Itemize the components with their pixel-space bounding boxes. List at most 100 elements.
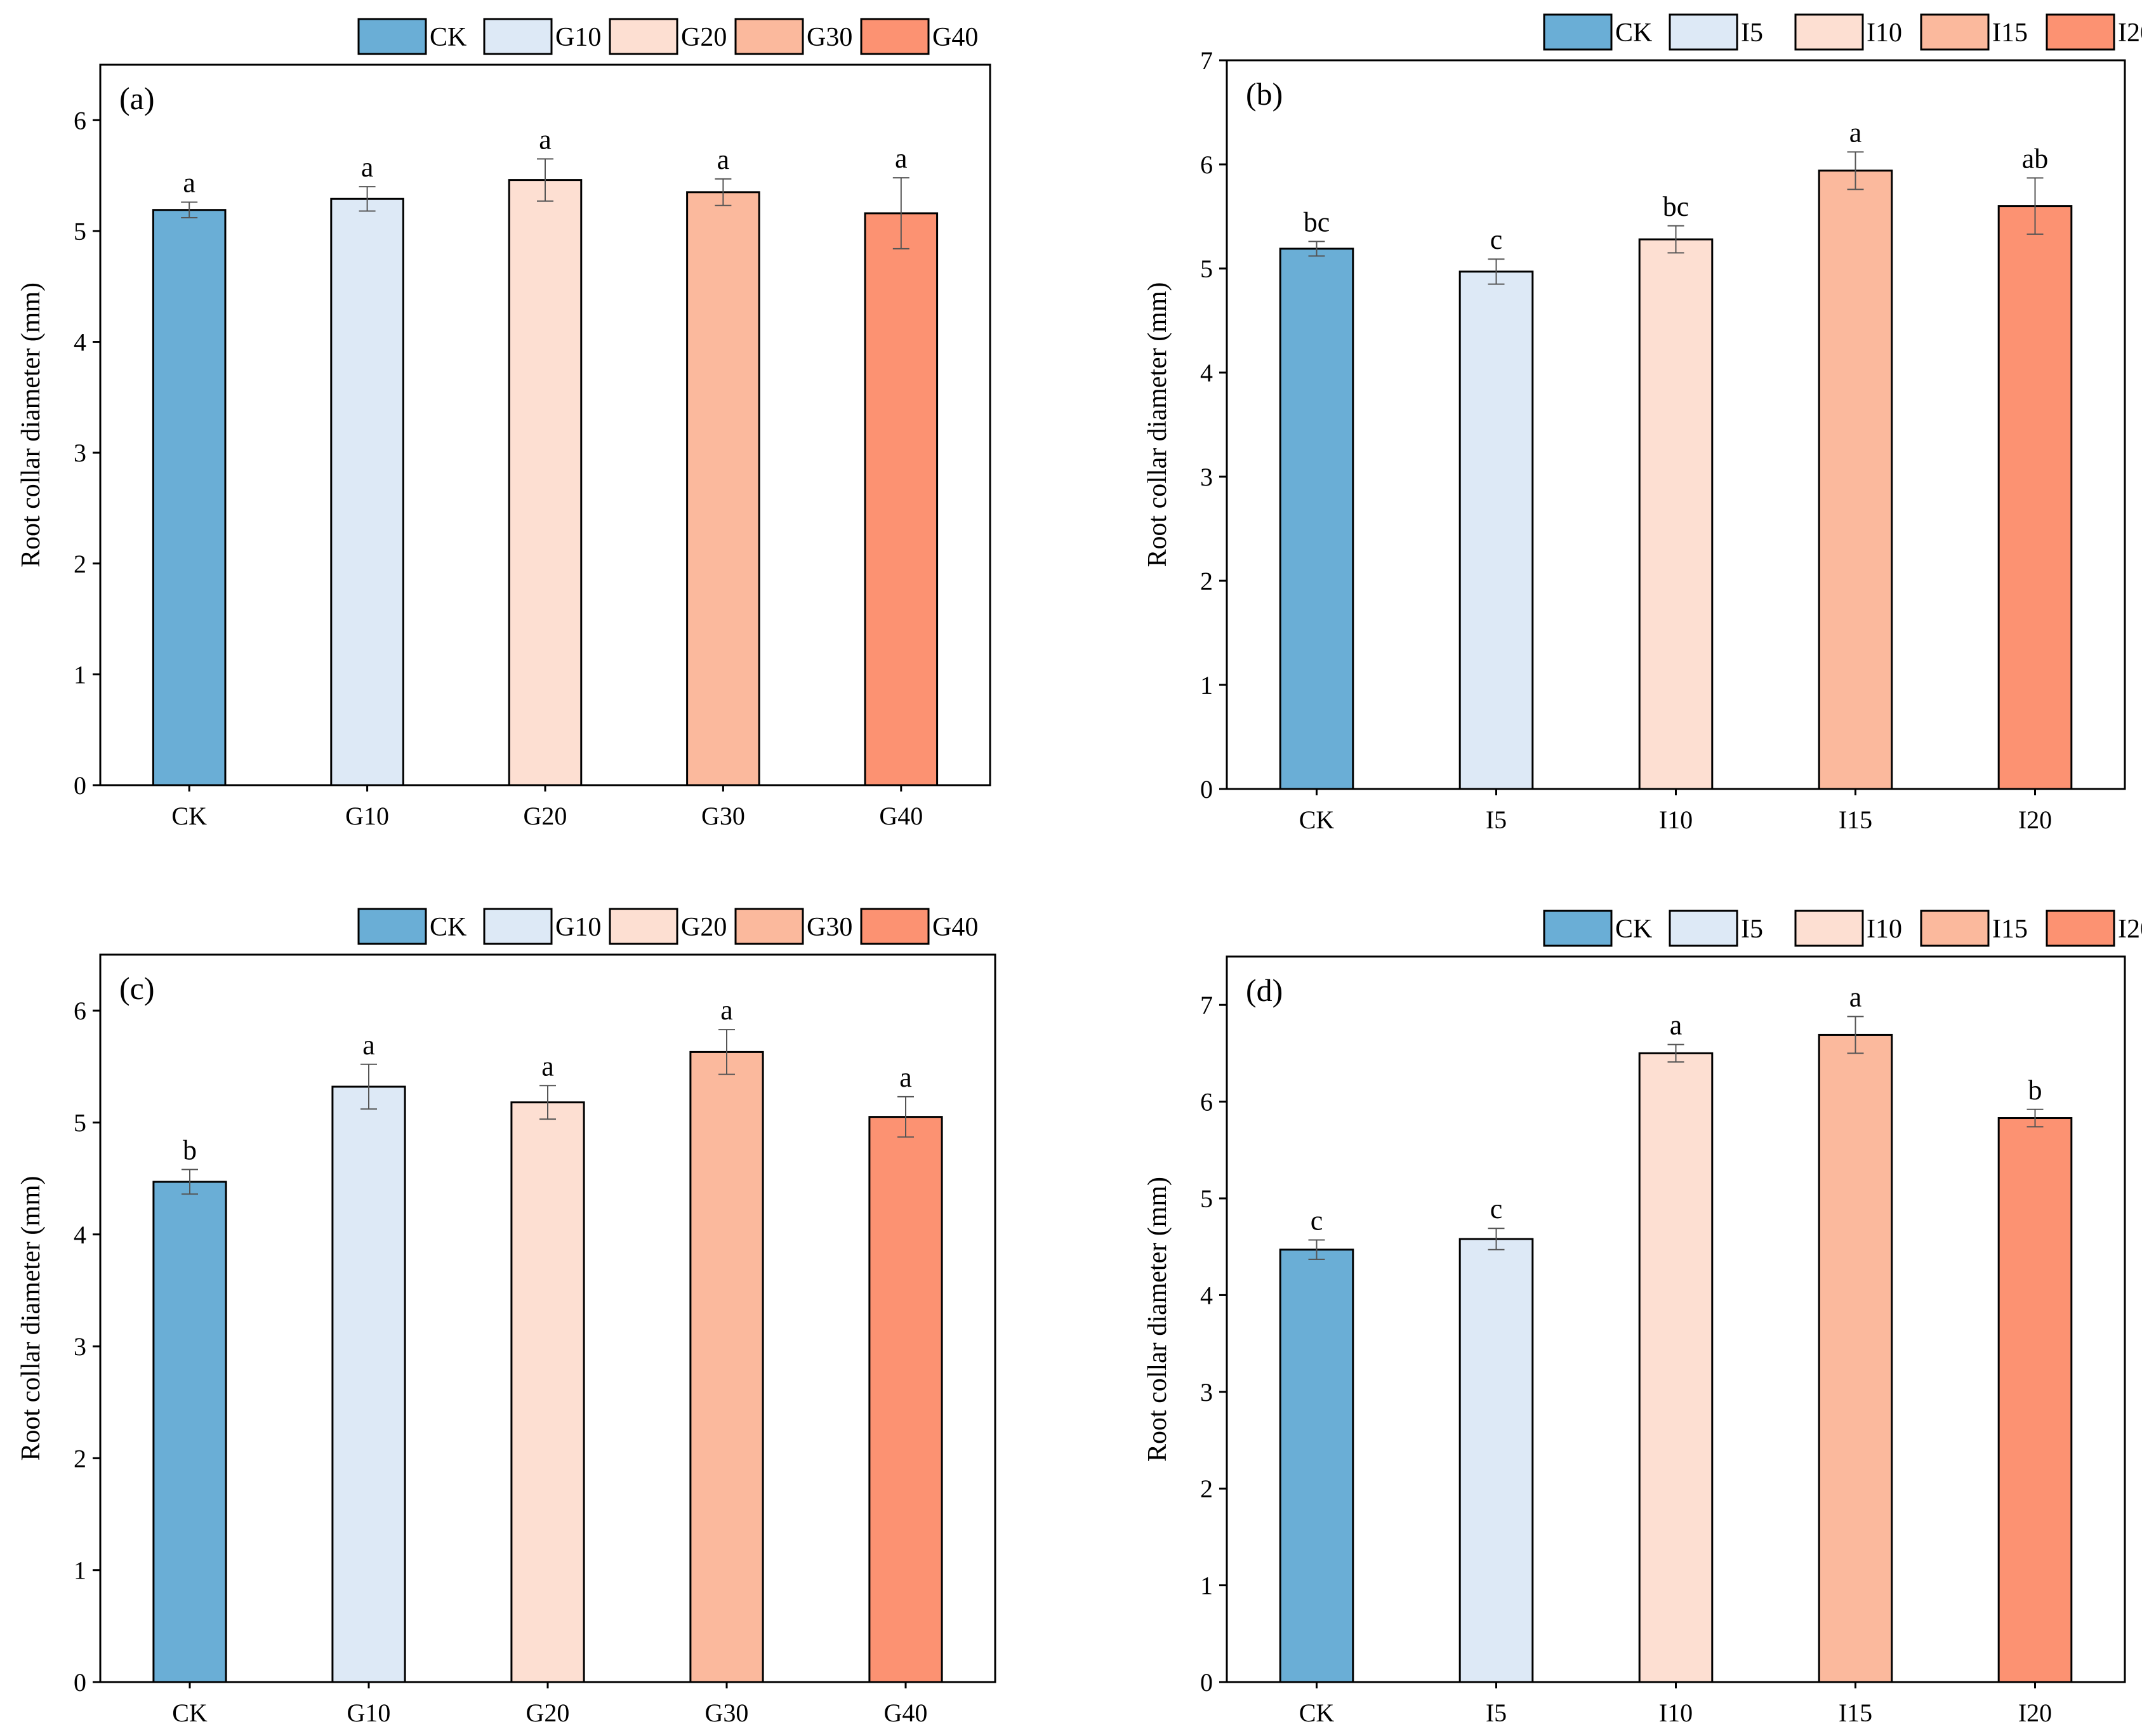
x-tick-label: I15 <box>1839 805 1872 834</box>
chart-panel-2: b CK a G10 a G20 a G30 a G40 0 1 2 3 4 5 6 (c) Root collar… <box>17 908 996 1727</box>
panel-label: (a) <box>119 81 155 116</box>
y-tick-label: 6 <box>74 106 86 135</box>
legend-entry-label: I15 <box>1992 915 2028 944</box>
legend-swatch-ck <box>357 908 427 945</box>
y-tick-label: 7 <box>1200 991 1213 1019</box>
legend-entry-label: CK <box>430 23 466 52</box>
y-tick-label: 5 <box>74 217 86 246</box>
plot-frame <box>99 63 991 786</box>
legend-swatch-i5 <box>1669 13 1738 51</box>
x-tick-label: G30 <box>701 802 745 830</box>
bar-g30 <box>689 1050 764 1683</box>
y-tick-label: 3 <box>1200 463 1213 491</box>
y-tick-label: 1 <box>1200 1572 1213 1600</box>
legend-entry-label: I15 <box>1992 18 2028 48</box>
significance-label: bc <box>1304 206 1330 237</box>
legend-entry-label: CK <box>1615 915 1652 944</box>
x-tick-label: CK <box>172 1699 208 1727</box>
legend-entry-label: G20 <box>681 23 727 52</box>
legend-swatch-ck <box>1543 13 1613 51</box>
legend-swatch-g40 <box>860 908 930 945</box>
y-tick-label: 4 <box>1200 359 1213 387</box>
significance-label: a <box>717 144 730 175</box>
y-tick-label: 3 <box>74 439 86 467</box>
x-tick-label: G10 <box>347 1699 391 1727</box>
x-tick-label: I5 <box>1486 805 1507 834</box>
x-tick-label: CK <box>171 802 207 830</box>
legend-entry-label: I10 <box>1867 18 1902 48</box>
plot-frame <box>1226 59 2126 790</box>
y-tick-label: 5 <box>74 1108 86 1137</box>
x-tick-label: G10 <box>345 802 389 830</box>
significance-label: a <box>541 1050 554 1082</box>
legend-entry-label: CK <box>430 913 466 942</box>
y-tick-label: 3 <box>74 1332 86 1361</box>
x-tick-label: I5 <box>1486 1699 1507 1727</box>
legend-swatch-i10 <box>1794 13 1864 51</box>
y-axis-title: Root collar diameter (mm) <box>17 282 46 567</box>
y-axis-title: Root collar diameter (mm) <box>1143 282 1172 567</box>
y-tick-label: 4 <box>1200 1281 1213 1309</box>
legend-entry-label: G10 <box>555 913 601 942</box>
x-tick-label: G40 <box>884 1699 928 1727</box>
bar-ck <box>1279 248 1354 790</box>
bar-i20 <box>1997 1117 2073 1683</box>
y-tick-label: 6 <box>74 997 86 1025</box>
significance-label: a <box>539 124 552 155</box>
panel-label: (b) <box>1246 76 1283 112</box>
plot-frame <box>99 953 996 1683</box>
y-tick-label: 3 <box>1200 1378 1213 1407</box>
bar-i10 <box>1638 1052 1714 1683</box>
significance-label: b <box>2028 1075 2042 1106</box>
significance-label: b <box>183 1135 197 1166</box>
significance-label: a <box>1670 1010 1683 1041</box>
x-tick-label: G40 <box>879 802 923 830</box>
significance-label: a <box>361 152 374 183</box>
bar-i5 <box>1458 270 1534 790</box>
x-tick-label: I10 <box>1659 1699 1693 1727</box>
legend-entry-label: I10 <box>1867 915 1902 944</box>
legend-entry-label: G30 <box>807 913 852 942</box>
y-tick-label: 1 <box>1200 671 1213 699</box>
legend-entry-label: G40 <box>932 913 978 942</box>
y-tick-label: 1 <box>74 660 86 689</box>
y-tick-label: 2 <box>1200 1474 1213 1503</box>
legend-entry-label: I20 <box>2118 18 2142 48</box>
bar-g20 <box>510 1101 585 1683</box>
y-tick-label: 2 <box>74 550 86 578</box>
y-tick-label: 6 <box>1200 1088 1213 1116</box>
legend-swatch-g20 <box>609 908 678 945</box>
bar-g10 <box>331 1085 406 1683</box>
x-tick-label: I20 <box>2018 1699 2052 1727</box>
legend-swatch-g10 <box>483 908 553 945</box>
significance-label: a <box>362 1030 375 1061</box>
legend-swatch-ck <box>1543 910 1613 947</box>
bar-g10 <box>330 197 404 786</box>
legend-entry-label: G20 <box>681 913 727 942</box>
panel-label: (d) <box>1246 972 1283 1008</box>
x-tick-label: G30 <box>705 1699 749 1727</box>
y-tick-label: 2 <box>74 1444 86 1473</box>
legend-swatch-g30 <box>734 18 804 55</box>
chart-panel-1: bc CK c I5 bc I10 a I15 ab I20 0 1 2 3 4 5 6 7 (b) Root col… <box>1143 13 2142 834</box>
y-tick-label: 0 <box>1200 1668 1213 1697</box>
significance-label: a <box>1849 117 1862 148</box>
bar-i20 <box>1997 205 2073 790</box>
bar-i5 <box>1458 1238 1534 1683</box>
legend-swatch-ck <box>357 18 427 55</box>
y-tick-label: 4 <box>74 328 86 357</box>
bar-g40 <box>864 212 939 786</box>
chart-panel-0: a CK a G10 a G20 a G30 a G40 0 1 2 3 4 5 6 (a) Root collar… <box>17 18 991 830</box>
y-tick-label: 5 <box>1200 1184 1213 1213</box>
significance-label: a <box>183 168 195 199</box>
legend: CK G10 G20 G30 G40 <box>357 908 978 945</box>
legend-entry-label: I20 <box>2118 915 2142 944</box>
x-tick-label: CK <box>1299 1699 1335 1727</box>
x-tick-label: I10 <box>1659 805 1693 834</box>
x-tick-label: CK <box>1299 805 1335 834</box>
legend: CK I5 I10 I15 I20 <box>1543 910 2142 947</box>
significance-label: c <box>1490 224 1503 255</box>
legend: CK G10 G20 G30 G40 <box>357 18 978 55</box>
legend-entry-label: I5 <box>1741 18 1763 48</box>
